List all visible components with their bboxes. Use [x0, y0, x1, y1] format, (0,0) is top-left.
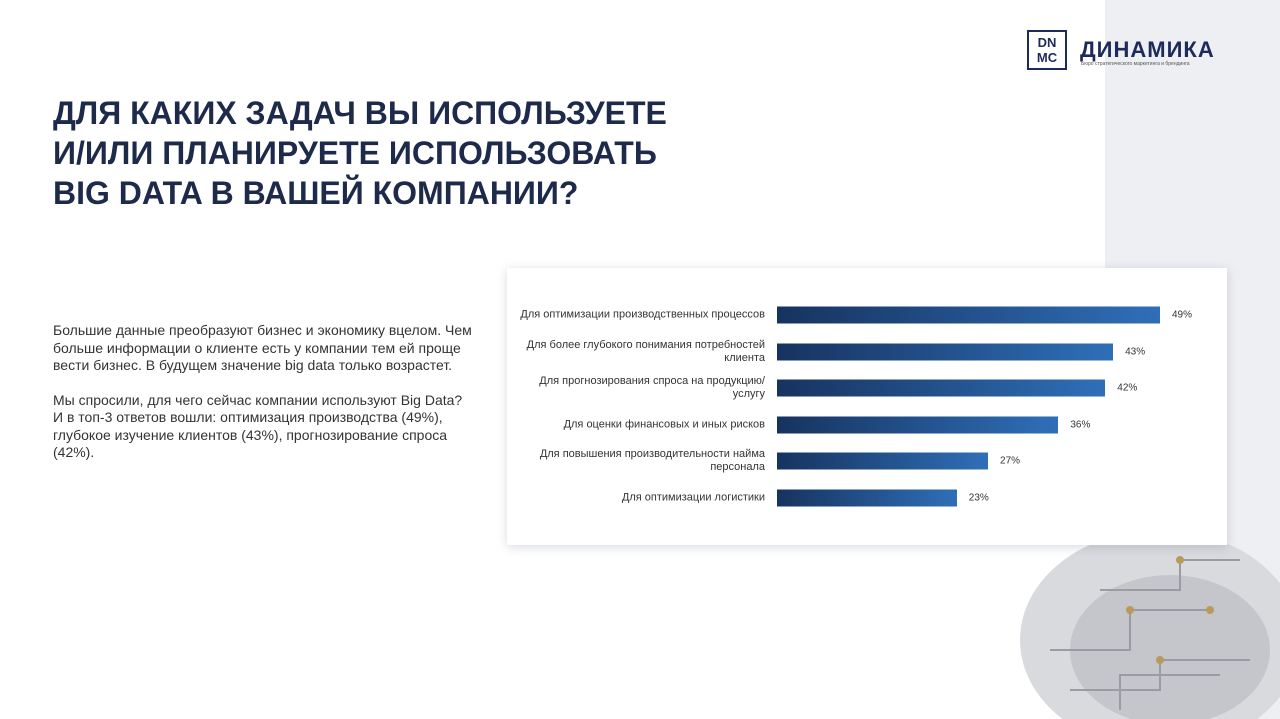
- value-label: 42%: [1117, 382, 1138, 394]
- category-label: Для оценки финансовых и иных рисков: [563, 418, 765, 430]
- bar: [777, 489, 957, 506]
- bar: [777, 416, 1059, 433]
- logo-name: ДИНАМИКА: [1080, 37, 1215, 62]
- logo-mark: DN MC: [1027, 30, 1067, 70]
- value-label: 36%: [1070, 419, 1091, 430]
- value-label: 43%: [1125, 346, 1146, 357]
- bar: [777, 452, 989, 470]
- title-line: И/ИЛИ ПЛАНИРУЕТЕ ИСПОЛЬЗОВАТЬ: [53, 135, 657, 171]
- value-label: 49%: [1172, 309, 1193, 321]
- bar: [777, 343, 1114, 360]
- category-label: Для оптимизации логистики: [621, 491, 765, 503]
- category-label: Для оптимизации производственных процесс…: [520, 308, 765, 321]
- bar: [777, 379, 1106, 397]
- value-label: 27%: [1000, 455, 1021, 467]
- circuit-decoration: [1020, 530, 1280, 719]
- value-label: 23%: [968, 492, 989, 503]
- title-line: ДЛЯ КАКИХ ЗАДАЧ ВЫ ИСПОЛЬЗУЕТЕ: [53, 95, 667, 131]
- paragraph: Мы спросили, для чего сейчас компании ис…: [53, 391, 463, 408]
- logo-tagline: Бюро стратегического маркетинга и бренди…: [1081, 61, 1190, 67]
- chart-card: Для оптимизации производственных процесс…: [507, 268, 1227, 545]
- bar: [777, 306, 1160, 324]
- paragraph: Большие данные преобразуют бизнес и экон…: [53, 322, 472, 373]
- category-label: Для более глубокого понимания потребност…: [526, 338, 765, 364]
- paragraph: И в топ-3 ответов вошли: оптимизация про…: [53, 409, 448, 460]
- title-line: BIG DATA В ВАШЕЙ КОМПАНИИ?: [53, 175, 579, 211]
- category-label: Для прогнозирования спроса на продукцию/…: [539, 375, 765, 400]
- category-label: Для повышения производительности найма п…: [539, 448, 765, 473]
- body-text: Большие данные преобразуют бизнес и экон…: [53, 322, 488, 479]
